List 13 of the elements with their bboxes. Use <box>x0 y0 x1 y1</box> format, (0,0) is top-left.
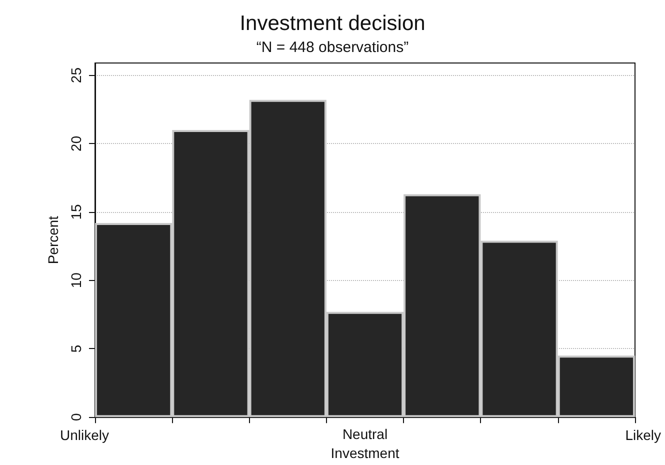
chart-subtitle: “N = 448 observations” <box>256 39 409 56</box>
y-axis-title: Percent <box>45 216 61 264</box>
y-tick-label: 15 <box>68 204 84 220</box>
y-tick-label: 10 <box>68 272 84 288</box>
x-tick-label: Neutral <box>342 426 388 442</box>
chart-title: Investment decision <box>240 12 426 35</box>
y-tick-label: 5 <box>68 344 84 353</box>
text: Unlikely <box>60 427 110 443</box>
text: Likely <box>625 427 662 443</box>
y-tick-label: 25 <box>68 67 84 84</box>
x-axis-title: Investment <box>330 445 400 461</box>
y-tick-label: 20 <box>68 136 84 152</box>
y-tick-label: 0 <box>68 413 84 421</box>
